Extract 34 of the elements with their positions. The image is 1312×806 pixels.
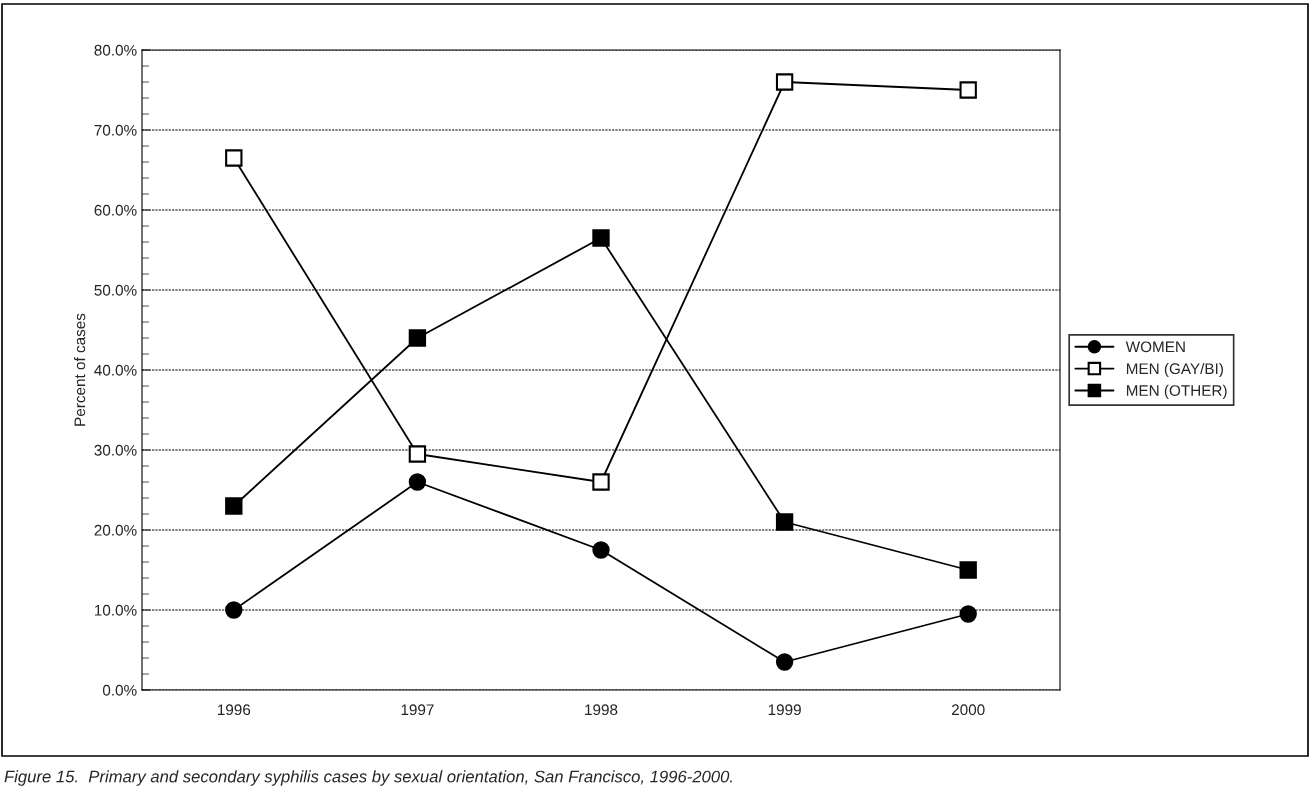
point bbox=[775, 73, 794, 91]
y-tick-label: 60.0% bbox=[94, 204, 137, 216]
point bbox=[225, 601, 243, 619]
caption: Figure 15. Primary and secondary syphilis cases by sexual orientation, San Francisco, 1996-2000. bbox=[4, 770, 732, 786]
point bbox=[592, 541, 610, 559]
point bbox=[592, 473, 610, 491]
point bbox=[959, 561, 977, 579]
y-tick-label: 80.0% bbox=[94, 44, 137, 56]
y-tick-label: 40.0% bbox=[94, 364, 137, 376]
x-tick-label: 2000 bbox=[951, 704, 985, 716]
point bbox=[592, 229, 610, 247]
y-tick-label: 50.0% bbox=[94, 284, 137, 296]
y-tick-label: 20.0% bbox=[94, 524, 137, 536]
point bbox=[408, 445, 427, 463]
y-tick-label: 30.0% bbox=[94, 444, 137, 456]
point bbox=[225, 497, 243, 515]
legend-label: WOMEN bbox=[1125, 341, 1185, 353]
point bbox=[959, 81, 977, 99]
x-tick-label: 1996 bbox=[217, 704, 251, 716]
point bbox=[408, 329, 427, 347]
legend-label: MEN (GAY/BI) bbox=[1126, 362, 1223, 378]
legend-label: MEN (OTHER) bbox=[1126, 384, 1227, 399]
point bbox=[408, 473, 427, 491]
point bbox=[775, 513, 794, 531]
y-tick-label: 70.0% bbox=[94, 124, 137, 136]
y-tick-label: 10.0% bbox=[94, 604, 137, 616]
x-tick-label: 1998 bbox=[585, 704, 618, 716]
point bbox=[959, 605, 977, 623]
point bbox=[775, 653, 794, 671]
point bbox=[225, 149, 243, 167]
x-tick-label: 1997 bbox=[401, 704, 434, 716]
y-tick-label: 0.0% bbox=[102, 684, 137, 696]
y-axis-title: Percent of cases bbox=[74, 313, 86, 426]
x-tick-label: 1999 bbox=[768, 704, 801, 716]
